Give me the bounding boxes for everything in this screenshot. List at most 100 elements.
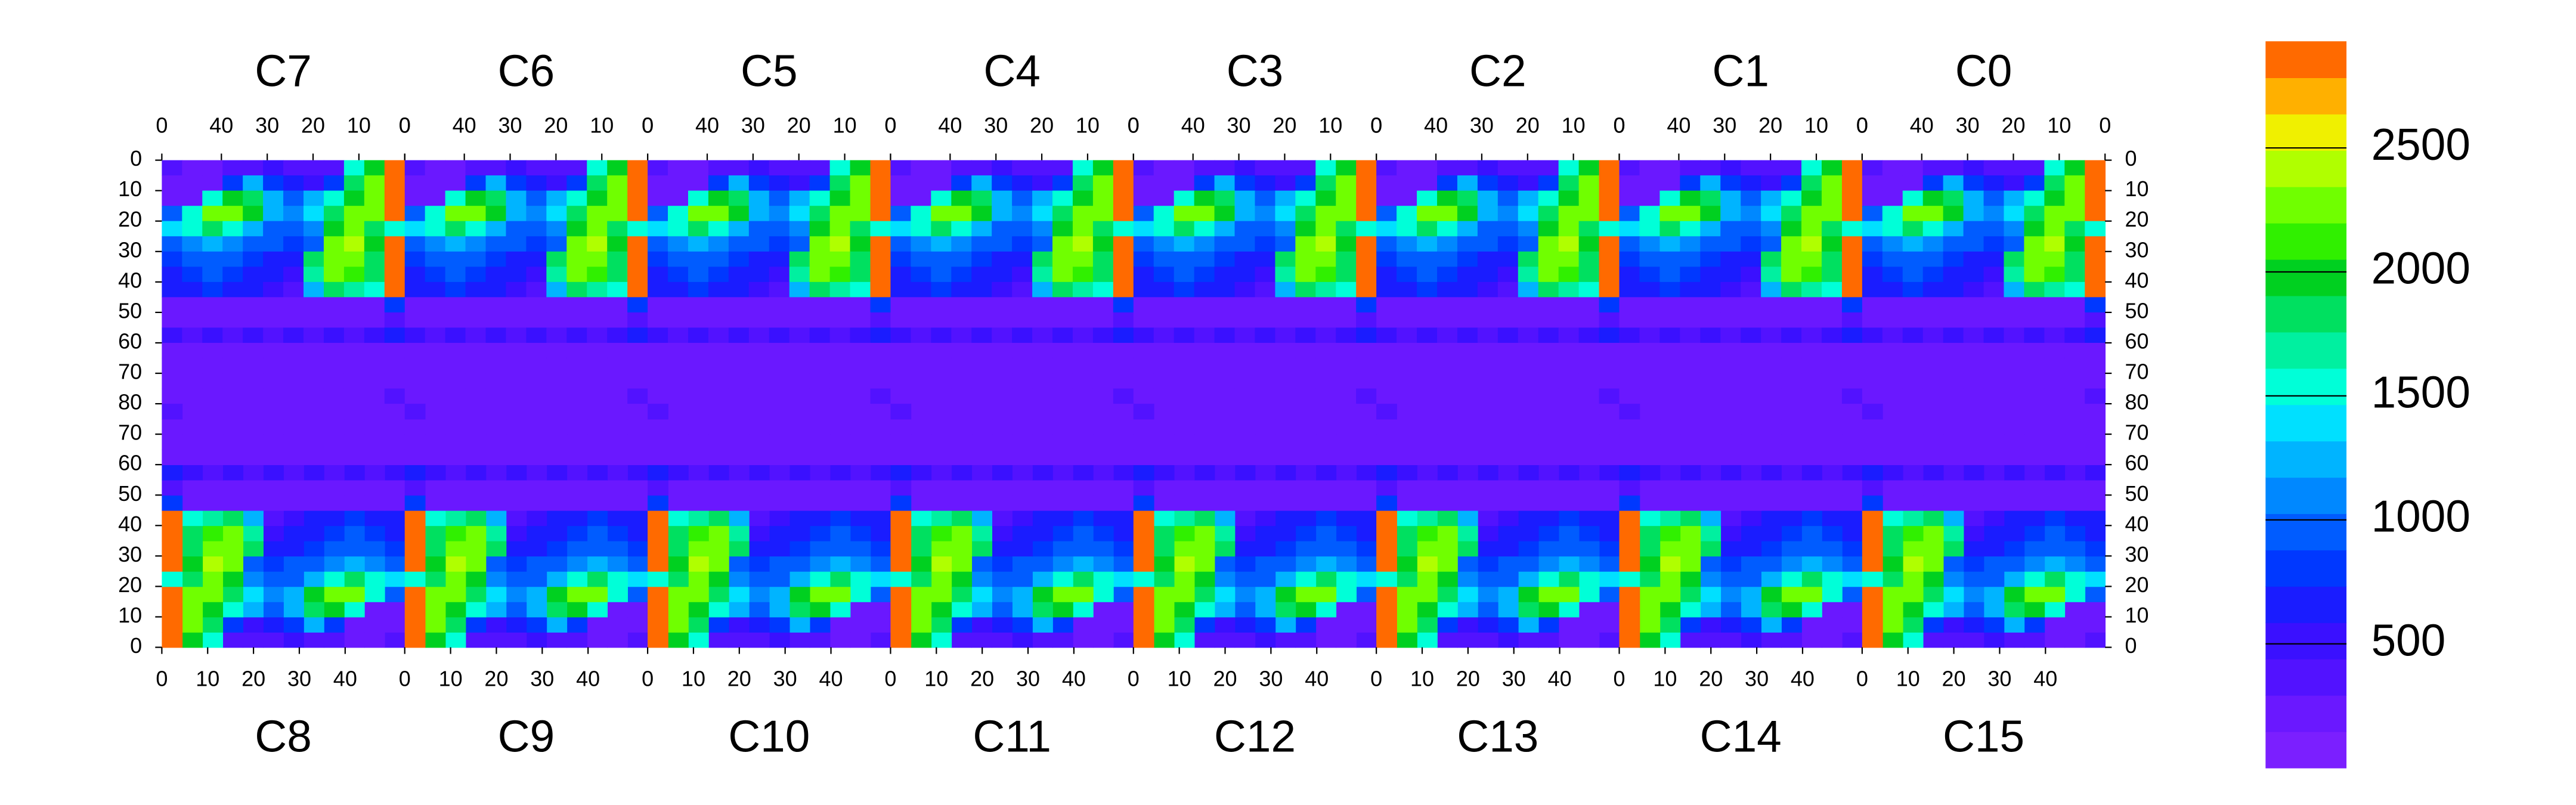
heat-cell: [2004, 342, 2025, 359]
heat-cell: [2044, 175, 2066, 191]
heat-cell: [1315, 175, 1337, 191]
heat-cell: [627, 586, 648, 602]
heat-cell: [263, 632, 284, 648]
colorbar-band: [2265, 623, 2347, 660]
heat-cell: [2004, 465, 2025, 481]
heat-cell: [1295, 586, 1317, 602]
heat-cell: [1841, 388, 1863, 404]
heat-cell: [809, 556, 831, 572]
heat-cell: [1275, 449, 1296, 466]
heat-cell: [607, 449, 628, 466]
heat-cell: [1963, 540, 1984, 557]
colorbar-band: [2265, 695, 2347, 732]
heat-cell: [2024, 632, 2045, 648]
heat-cell: [1336, 632, 1357, 648]
heat-cell: [1659, 495, 1681, 511]
heat-cell: [1741, 388, 1761, 404]
heat-cell: [992, 449, 1013, 466]
heat-cell: [648, 267, 668, 283]
heat-cell: [1639, 419, 1661, 435]
heat-cell: [1902, 221, 1924, 237]
heat-cell: [1315, 434, 1337, 450]
heat-cell: [182, 510, 203, 527]
heat-cell: [1619, 175, 1640, 191]
heat-cell: [1255, 281, 1276, 298]
heat-cell: [364, 312, 385, 329]
heat-cell: [951, 479, 973, 496]
heat-cell: [1052, 175, 1073, 191]
x-tick-label: 20: [1030, 113, 1054, 138]
heat-cell: [1720, 632, 1742, 648]
heat-cell: [1397, 632, 1417, 648]
y-tick-label: 70: [118, 420, 142, 445]
heat-cell: [992, 342, 1013, 359]
heat-cell: [485, 617, 507, 633]
heat-cell: [1741, 419, 1761, 435]
heat-cell: [627, 571, 648, 587]
heat-cell: [2085, 342, 2106, 359]
heat-cell: [546, 495, 568, 511]
heat-cell: [1194, 297, 1215, 313]
heat-cell: [1275, 404, 1296, 420]
x-tick-label: 40: [2033, 666, 2057, 691]
heat-cell: [546, 251, 568, 268]
heat-cell: [1072, 465, 1094, 481]
heat-cell: [1477, 465, 1498, 481]
heat-cell: [1417, 617, 1438, 633]
heat-cell: [1599, 358, 1620, 374]
heat-cell: [404, 388, 426, 404]
colorbar-band: [2265, 477, 2347, 515]
heat-cell: [809, 160, 831, 176]
heat-cell: [384, 434, 405, 450]
heat-cell: [1397, 419, 1417, 435]
heat-cell: [728, 175, 750, 191]
heat-cell: [1376, 495, 1397, 511]
heat-cell: [1578, 601, 1600, 618]
heat-cell: [506, 251, 527, 268]
heat-cell: [1943, 601, 1964, 618]
heat-cell: [890, 267, 912, 283]
heat-cell: [1518, 434, 1539, 450]
heat-cell: [1741, 190, 1761, 207]
heat-cell: [1963, 342, 1984, 359]
heat-cell: [870, 404, 891, 420]
heat-cell: [890, 327, 912, 343]
heat-cell: [1619, 404, 1640, 420]
heat-cell: [526, 342, 547, 359]
heat-cell: [1497, 495, 1519, 511]
heat-cell: [323, 312, 345, 329]
heat-cell: [2024, 388, 2045, 404]
heat-cell: [364, 251, 385, 268]
heat-cell: [1214, 312, 1236, 329]
heat-cell: [2024, 358, 2045, 374]
heat-cell: [1801, 525, 1822, 541]
heat-cell: [1255, 479, 1276, 496]
heat-cell: [2064, 540, 2086, 557]
heat-cell: [1680, 160, 1701, 176]
heat-cell: [1234, 617, 1256, 633]
heat-cell: [1639, 267, 1661, 283]
heat-cell: [870, 160, 891, 176]
heat-cell: [465, 434, 487, 450]
heat-cell: [1578, 617, 1600, 633]
heat-cell: [1376, 525, 1397, 541]
heat-cell: [1862, 342, 1883, 359]
heat-cell: [850, 632, 871, 648]
heat-cell: [1397, 373, 1417, 389]
heat-cell: [1801, 465, 1822, 481]
heat-cell: [445, 617, 466, 633]
heat-cell: [1538, 434, 1559, 450]
heat-cell: [708, 525, 729, 541]
heat-cell: [1801, 342, 1822, 359]
heat-cell: [2064, 419, 2086, 435]
heat-cell: [748, 281, 770, 298]
heat-cell: [1538, 281, 1559, 298]
heat-cell: [809, 419, 831, 435]
heat-cell: [2024, 571, 2045, 587]
heat-cell: [1315, 479, 1337, 496]
heat-cell: [1092, 525, 1114, 541]
heat-cell: [1781, 160, 1802, 176]
heat-cell: [668, 373, 689, 389]
heat-cell: [1720, 327, 1742, 343]
heat-cell: [1275, 297, 1296, 313]
